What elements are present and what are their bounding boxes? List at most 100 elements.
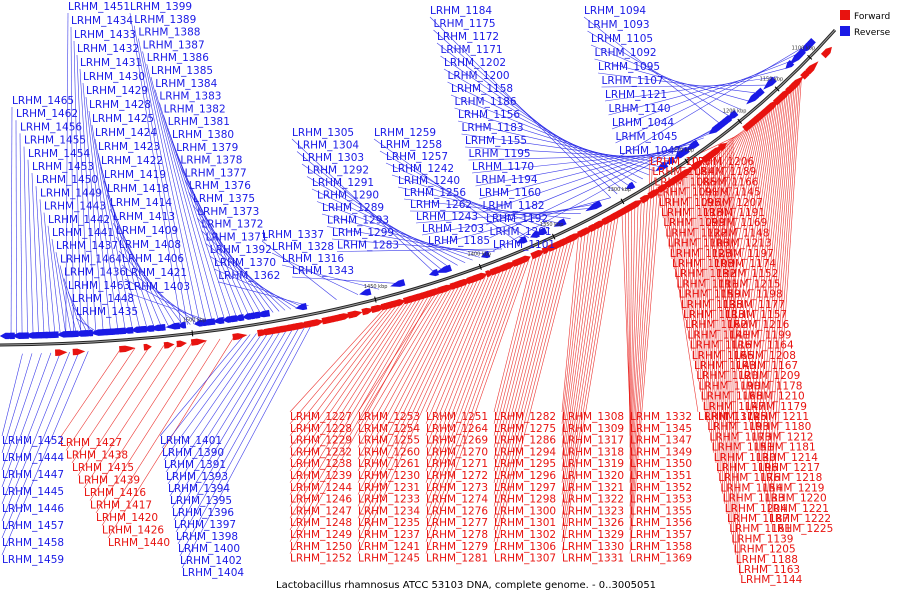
gene-label: LRHM_1305	[292, 127, 354, 139]
gene-label: LRHM_1406	[122, 253, 184, 265]
reverse-gene-arrow	[14, 332, 29, 339]
label-leader-line	[357, 287, 450, 448]
legend-forward-swatch	[840, 10, 850, 20]
reverse-gene-arrow	[726, 110, 739, 121]
gene-label: LRHM_1352	[630, 482, 692, 494]
gene-label: LRHM_1219	[762, 482, 824, 494]
label-leader-line	[146, 64, 207, 323]
label-leader-line	[306, 176, 458, 266]
gene-label: LRHM_1216	[727, 319, 789, 331]
label-leader-line	[31, 172, 39, 336]
label-leader-line	[737, 103, 775, 372]
gene-label: LRHM_1322	[562, 494, 624, 506]
label-leader-line	[154, 89, 219, 322]
label-leader-line	[209, 255, 297, 309]
reverse-gene-arrow	[212, 317, 225, 324]
reverse-gene-arrow	[79, 329, 89, 337]
gene-label: LRHM_1292	[307, 165, 369, 177]
gene-label: LRHM_1418	[107, 183, 169, 195]
reverse-gene-arrow	[141, 325, 155, 332]
scale-tick-label: 1350 kbp	[540, 222, 564, 228]
gene-label: LRHM_1260	[358, 446, 420, 458]
scale-tick	[807, 54, 813, 60]
gene-label: LRHM_1221	[767, 503, 829, 515]
gene-label: LRHM_1343	[292, 265, 354, 277]
gene-label: LRHM_1179	[745, 401, 807, 413]
label-leader-line	[682, 174, 686, 321]
label-leader-line	[628, 208, 631, 436]
forward-gene-arrow	[312, 319, 325, 327]
label-leader-line	[1, 353, 33, 454]
gene-label: LRHM_1443	[44, 201, 106, 213]
gene-label: LRHM_1295	[494, 458, 556, 470]
label-leader-line	[688, 170, 693, 351]
gene-label: LRHM_1094	[584, 5, 646, 17]
gene-label: LRHM_1300	[494, 505, 556, 517]
label-leader-line	[289, 300, 407, 472]
label-leader-line	[489, 128, 716, 239]
label-leader-line	[461, 133, 668, 164]
label-leader-line	[121, 264, 198, 324]
gene-label: LRHM_1122	[665, 227, 727, 239]
label-leader-line	[59, 265, 77, 334]
label-leader-line	[357, 279, 472, 519]
label-leader-line	[321, 213, 481, 258]
gene-label: LRHM_1393	[166, 471, 228, 483]
label-leader-line	[615, 50, 804, 144]
label-leader-line	[425, 268, 502, 460]
label-leader-line	[88, 110, 119, 332]
label-leader-line	[1, 351, 89, 556]
label-leader-line	[700, 130, 743, 198]
gene-label: LRHM_1215	[718, 278, 780, 290]
label-leader-line	[733, 106, 772, 351]
label-leader-line	[261, 240, 337, 300]
gene-label: LRHM_1248	[290, 517, 352, 529]
gene-label: LRHM_1217	[758, 462, 820, 474]
gene-label: LRHM_1165	[692, 350, 754, 362]
gene-label: LRHM_1270	[426, 446, 488, 458]
label-leader-line	[744, 98, 781, 402]
label-leader-line	[129, 12, 182, 326]
label-leader-line	[425, 264, 513, 495]
label-leader-line	[762, 85, 795, 484]
gene-label: LRHM_1318	[562, 446, 624, 458]
label-leader-line	[447, 81, 643, 180]
label-leader-line	[759, 86, 793, 474]
label-leader-line	[629, 206, 632, 448]
gene-label: LRHM_1427	[60, 437, 122, 449]
gene-label: LRHM_1253	[358, 411, 420, 423]
label-leader-line	[118, 250, 191, 325]
gene-label: LRHM_1437	[56, 240, 118, 252]
gene-label: LRHM_1320	[562, 470, 624, 482]
gene-label: LRHM_1190	[698, 380, 760, 392]
gene-label: LRHM_1256	[404, 187, 466, 199]
label-leader-line	[89, 342, 193, 501]
gene-label: LRHM_1269	[426, 435, 488, 447]
label-leader-line	[702, 128, 745, 209]
reverse-gene-arrow	[390, 279, 406, 287]
label-leader-line	[425, 274, 487, 413]
gene-label: LRHM_1096	[659, 197, 721, 209]
label-leader-line	[10, 106, 13, 336]
label-leader-line	[493, 239, 569, 531]
gene-label: LRHM_1233	[358, 494, 420, 506]
gene-label: LRHM_1111	[676, 278, 738, 290]
gene-label: LRHM_1274	[426, 494, 488, 506]
label-leader-line	[493, 255, 534, 413]
gene-label: LRHM_1431	[80, 57, 142, 69]
gene-label: LRHM_1145	[699, 187, 761, 199]
reverse-gene-arrow	[61, 330, 79, 338]
label-leader-line	[289, 301, 403, 460]
gene-label: LRHM_1101	[493, 239, 555, 251]
gene-label: LRHM_1423	[98, 141, 160, 153]
gene-label: LRHM_1415	[72, 462, 134, 474]
gene-label: LRHM_1351	[630, 470, 692, 482]
gene-label: LRHM_1164	[732, 340, 794, 352]
legend: Forward Reverse	[840, 10, 891, 38]
label-leader-line	[629, 204, 636, 460]
label-leader-line	[485, 133, 710, 226]
gene-label: LRHM_1148	[707, 227, 769, 239]
gene-label: LRHM_1162	[685, 319, 747, 331]
label-leader-line	[766, 81, 799, 504]
gene-label: LRHM_1296	[494, 470, 556, 482]
